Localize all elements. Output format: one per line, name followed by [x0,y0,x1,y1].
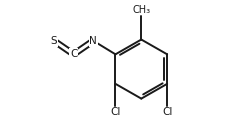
Text: Cl: Cl [161,107,172,117]
Text: N: N [89,36,97,46]
Text: C: C [70,49,77,59]
Text: S: S [50,36,57,46]
Text: Cl: Cl [110,107,120,117]
Text: CH₃: CH₃ [132,5,150,15]
